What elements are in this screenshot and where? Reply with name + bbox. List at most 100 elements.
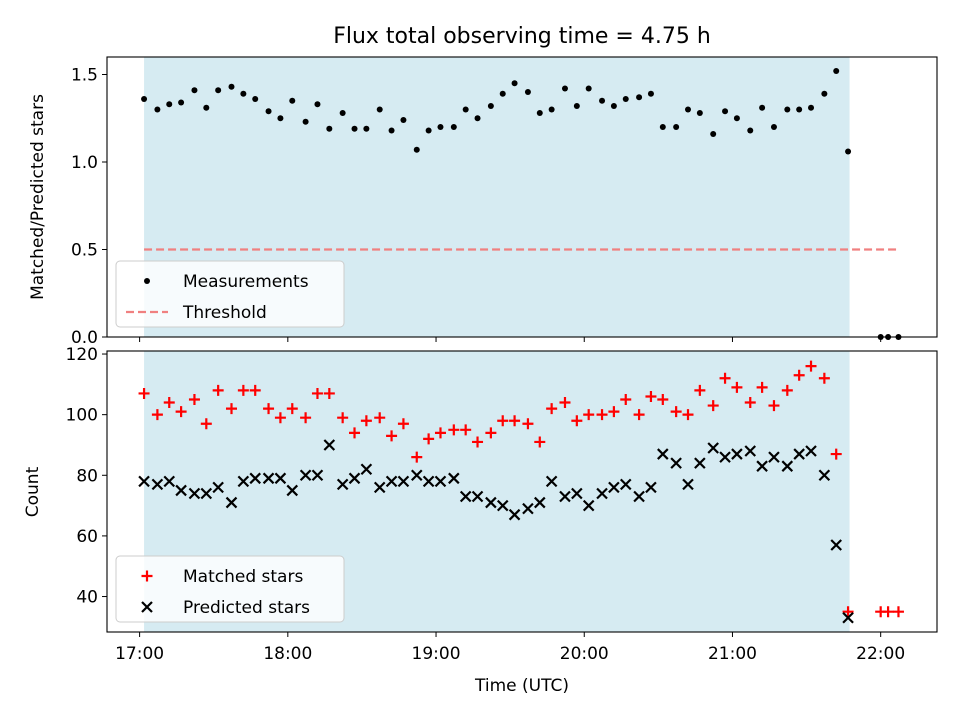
- matched-star-point: [323, 387, 335, 399]
- matched-star-point: [657, 394, 669, 406]
- matched-star-point: [633, 409, 645, 421]
- measurement-point: [228, 83, 235, 90]
- measurement-point: [808, 104, 815, 111]
- measurement-point: [376, 106, 383, 113]
- legend: Measurements Threshold: [115, 260, 345, 328]
- predicted-star-point: [818, 469, 831, 482]
- measurement-point: [252, 96, 259, 102]
- measurement-point: [622, 96, 629, 102]
- measurement-point: [759, 104, 766, 111]
- measurement-point: [314, 101, 321, 108]
- predicted-star-point: [348, 472, 361, 485]
- predicted-star-point: [249, 472, 261, 485]
- matched-star-point: [682, 409, 694, 421]
- measurement-point: [696, 110, 703, 116]
- measurement-point: [240, 90, 247, 97]
- measurement-point: [573, 103, 580, 109]
- legend-measurement-swatch: [144, 278, 150, 284]
- measurement-point: [561, 85, 568, 92]
- measurement-point: [289, 97, 296, 104]
- predicted-star-point: [645, 481, 657, 494]
- matched-star-point: [448, 424, 460, 436]
- legend-label: Matched stars: [183, 567, 303, 587]
- measurement-point: [191, 87, 198, 94]
- matched-star-point: [212, 384, 224, 396]
- measurement-point: [796, 106, 803, 113]
- predicted-star-point: [336, 478, 349, 491]
- measurement-point: [733, 115, 740, 122]
- predicted-star-point: [225, 496, 238, 509]
- predicted-star-point: [545, 475, 558, 488]
- measurement-point: [437, 124, 444, 130]
- matched-star-point: [882, 606, 894, 618]
- matched-star-point: [571, 415, 583, 427]
- measurement-point: [710, 131, 717, 137]
- matched-star-point: [707, 400, 719, 412]
- ratio-panel: 0.0 0.5 1.0 1.5 Measurements Threshold: [71, 56, 938, 348]
- predicted-star-point: [522, 502, 534, 515]
- measurement-point: [747, 127, 754, 134]
- y-tick-label: 0.0: [71, 328, 98, 348]
- matched-star-point: [423, 433, 435, 445]
- y-tick-label: 120: [66, 345, 98, 365]
- predicted-star-point: [448, 472, 460, 485]
- legend: Matched stars Predicted stars: [115, 555, 345, 623]
- measurement-point: [363, 125, 370, 132]
- x-tick-label: 20:00: [560, 644, 609, 664]
- matched-star-point: [620, 394, 632, 406]
- legend-box: [115, 555, 345, 623]
- predicted-star-point: [175, 484, 187, 497]
- legend-label: Predicted stars: [183, 598, 310, 618]
- measurement-point: [462, 106, 469, 113]
- measurement-point: [388, 127, 395, 134]
- predicted-star-point: [397, 475, 410, 488]
- measurement-point: [302, 118, 309, 125]
- matched-star-point: [263, 403, 275, 415]
- predicted-star-point: [138, 475, 150, 488]
- predicted-star-point: [694, 457, 706, 469]
- legend-matched-swatch: [141, 570, 153, 582]
- matched-star-point: [596, 409, 608, 421]
- predicted-star-point: [571, 487, 583, 500]
- predicted-star-point: [805, 445, 817, 457]
- matched-star-point: [274, 412, 286, 424]
- matched-star-point: [793, 369, 805, 381]
- chart-title: Flux total observing time = 4.75 h: [333, 24, 711, 49]
- matched-star-point: [386, 430, 398, 442]
- predicted-star-point: [756, 460, 768, 472]
- predicted-star-point: [485, 496, 497, 509]
- y-tick-label: 0.5: [71, 241, 98, 261]
- y-tick-label: 100: [66, 406, 98, 426]
- matched-star-point: [397, 418, 409, 430]
- matched-star-point: [830, 448, 842, 460]
- measurement-point: [636, 94, 643, 101]
- predicted-star-point: [311, 469, 324, 482]
- matched-star-point: [559, 397, 571, 409]
- matched-star-point: [485, 427, 497, 439]
- predicted-star-point: [842, 611, 854, 624]
- matched-star-point: [670, 406, 682, 418]
- matched-star-point: [349, 427, 361, 439]
- predicted-star-point: [212, 481, 224, 494]
- y-tick-label: 60: [76, 527, 98, 547]
- predicted-star-point: [633, 490, 645, 503]
- predicted-star-point: [360, 463, 373, 475]
- measurement-point: [215, 87, 222, 94]
- matched-star-point: [534, 436, 546, 448]
- measurement-point: [599, 97, 606, 104]
- legend-predicted-swatch: [141, 601, 153, 613]
- matched-star-point: [200, 418, 212, 430]
- measurement-point: [154, 106, 161, 113]
- y-tick-label: 80: [76, 466, 98, 486]
- matched-star-point: [719, 372, 731, 384]
- y-tick-label: 1.0: [71, 153, 98, 173]
- measurement-point: [511, 80, 518, 87]
- matched-star-point: [188, 394, 200, 406]
- predicted-star-point: [434, 475, 447, 488]
- measurement-point: [474, 115, 481, 122]
- matched-star-point: [522, 418, 534, 430]
- measurement-point: [548, 106, 555, 113]
- predicted-star-point: [781, 460, 794, 472]
- matched-star-point: [583, 409, 595, 421]
- matched-star-point: [892, 606, 904, 618]
